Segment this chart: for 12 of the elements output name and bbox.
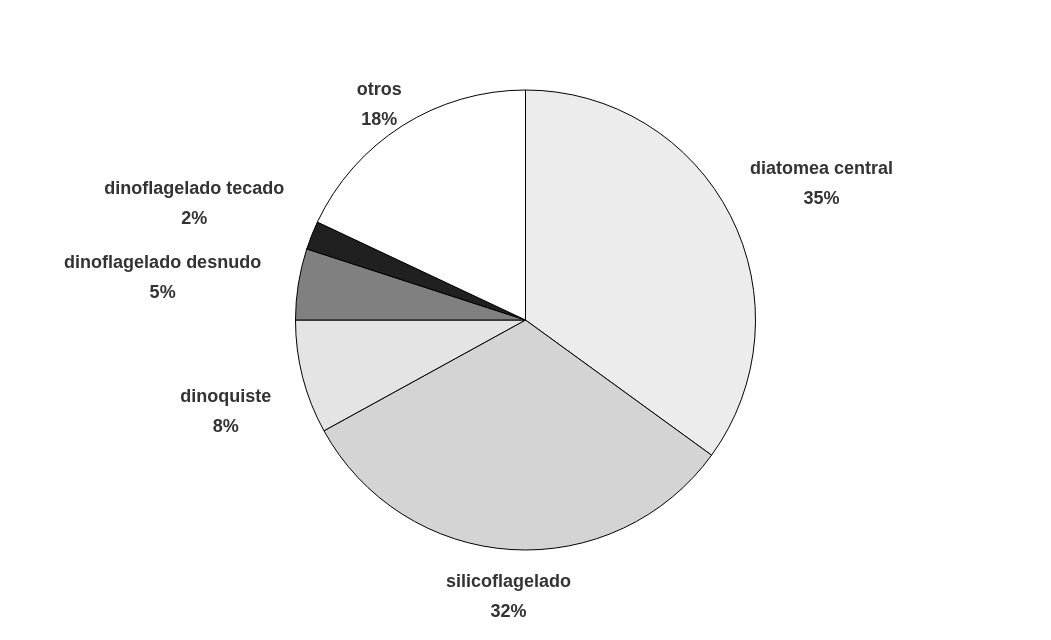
slice-label: dinoquiste [180,385,272,406]
slice-label: dinoflagelado tecado [104,178,285,199]
data-label: 2% [181,208,208,229]
slice-label: silicoflagelado [445,571,572,592]
data-label: 5% [149,281,176,302]
data-label: 35% [803,187,840,208]
slice-label: dinoflagelado desnudo [64,251,262,272]
slice-label: diatomea central [750,157,894,178]
slice-label: otros [356,79,402,100]
data-label: 18% [361,109,398,130]
data-label: 32% [490,601,527,622]
data-label: 8% [212,415,239,436]
